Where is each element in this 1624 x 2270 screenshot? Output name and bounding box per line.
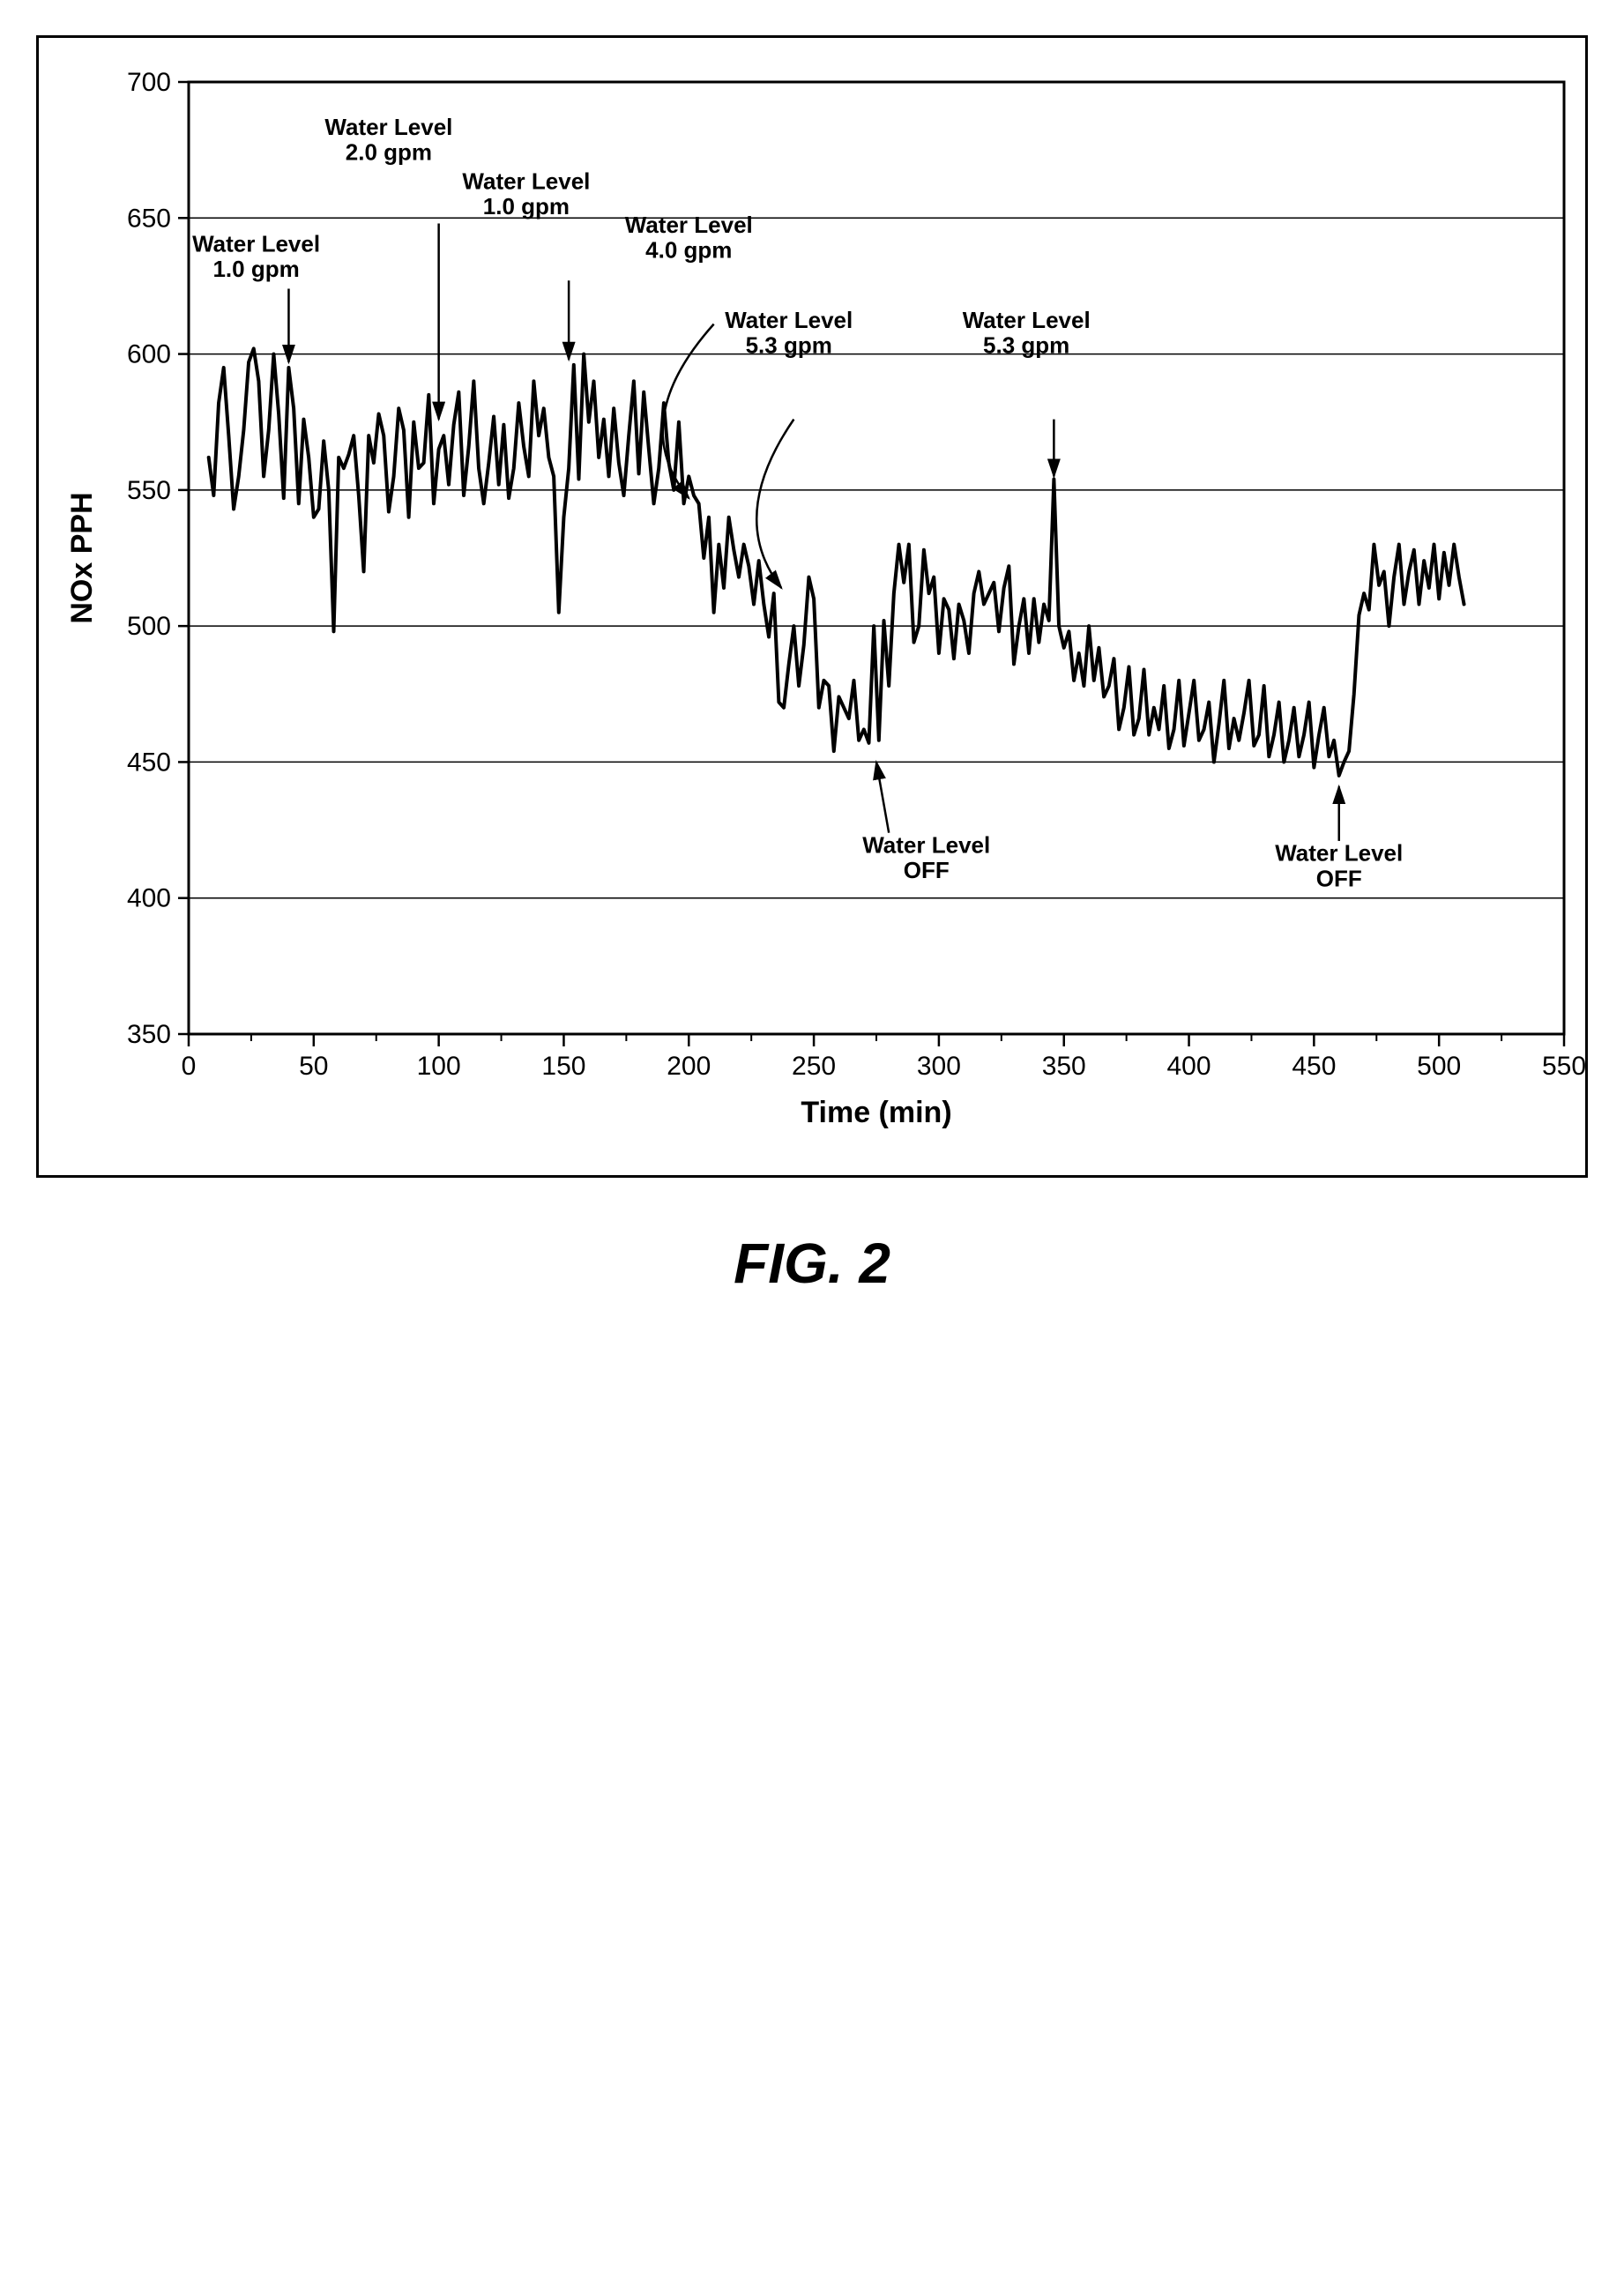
svg-text:4.0 gpm: 4.0 gpm — [645, 236, 732, 263]
svg-text:500: 500 — [1417, 1052, 1461, 1081]
svg-text:550: 550 — [1542, 1052, 1586, 1081]
svg-text:400: 400 — [1167, 1052, 1211, 1081]
figure-2: 350 400 450 500 550 600 650 700 0 50 100 150 200 250 3… — [36, 35, 1588, 1296]
svg-text:700: 700 — [127, 68, 171, 97]
svg-text:5.3 gpm: 5.3 gpm — [746, 331, 832, 358]
svg-text:200: 200 — [667, 1052, 711, 1081]
svg-text:OFF: OFF — [904, 857, 950, 883]
svg-text:1.0 gpm: 1.0 gpm — [483, 193, 570, 220]
chart-frame: 350 400 450 500 550 600 650 700 0 50 100 150 200 250 3… — [36, 35, 1588, 1178]
svg-text:Water Level: Water Level — [1275, 840, 1403, 867]
svg-text:350: 350 — [127, 1020, 171, 1049]
svg-text:50: 50 — [299, 1052, 328, 1081]
svg-text:Water Level: Water Level — [625, 212, 753, 238]
svg-text:600: 600 — [127, 340, 171, 369]
figure-caption: FIG. 2 — [36, 1231, 1588, 1296]
svg-text:2.0 gpm: 2.0 gpm — [346, 138, 432, 165]
svg-text:300: 300 — [917, 1052, 961, 1081]
svg-text:Time (min): Time (min) — [801, 1096, 951, 1129]
svg-text:450: 450 — [127, 748, 171, 777]
svg-text:Water Level: Water Level — [192, 230, 320, 257]
svg-text:350: 350 — [1042, 1052, 1086, 1081]
svg-text:OFF: OFF — [1316, 865, 1362, 891]
svg-text:550: 550 — [127, 476, 171, 505]
svg-text:500: 500 — [127, 612, 171, 641]
chart-svg: 350 400 450 500 550 600 650 700 0 50 100 150 200 250 3… — [39, 38, 1590, 1175]
svg-text:100: 100 — [417, 1052, 461, 1081]
svg-text:Water Level: Water Level — [725, 307, 853, 333]
svg-text:Water Level: Water Level — [862, 831, 990, 858]
svg-text:5.3 gpm: 5.3 gpm — [983, 331, 1069, 358]
svg-text:NOx PPH: NOx PPH — [65, 492, 99, 623]
svg-text:0: 0 — [182, 1052, 197, 1081]
svg-text:150: 150 — [541, 1052, 585, 1081]
svg-text:Water Level: Water Level — [462, 167, 590, 194]
svg-text:650: 650 — [127, 204, 171, 233]
svg-text:250: 250 — [792, 1052, 836, 1081]
svg-text:Water Level: Water Level — [324, 114, 452, 140]
svg-text:Water Level: Water Level — [963, 307, 1091, 333]
svg-text:450: 450 — [1292, 1052, 1336, 1081]
svg-text:1.0 gpm: 1.0 gpm — [212, 256, 299, 282]
svg-text:400: 400 — [127, 884, 171, 913]
